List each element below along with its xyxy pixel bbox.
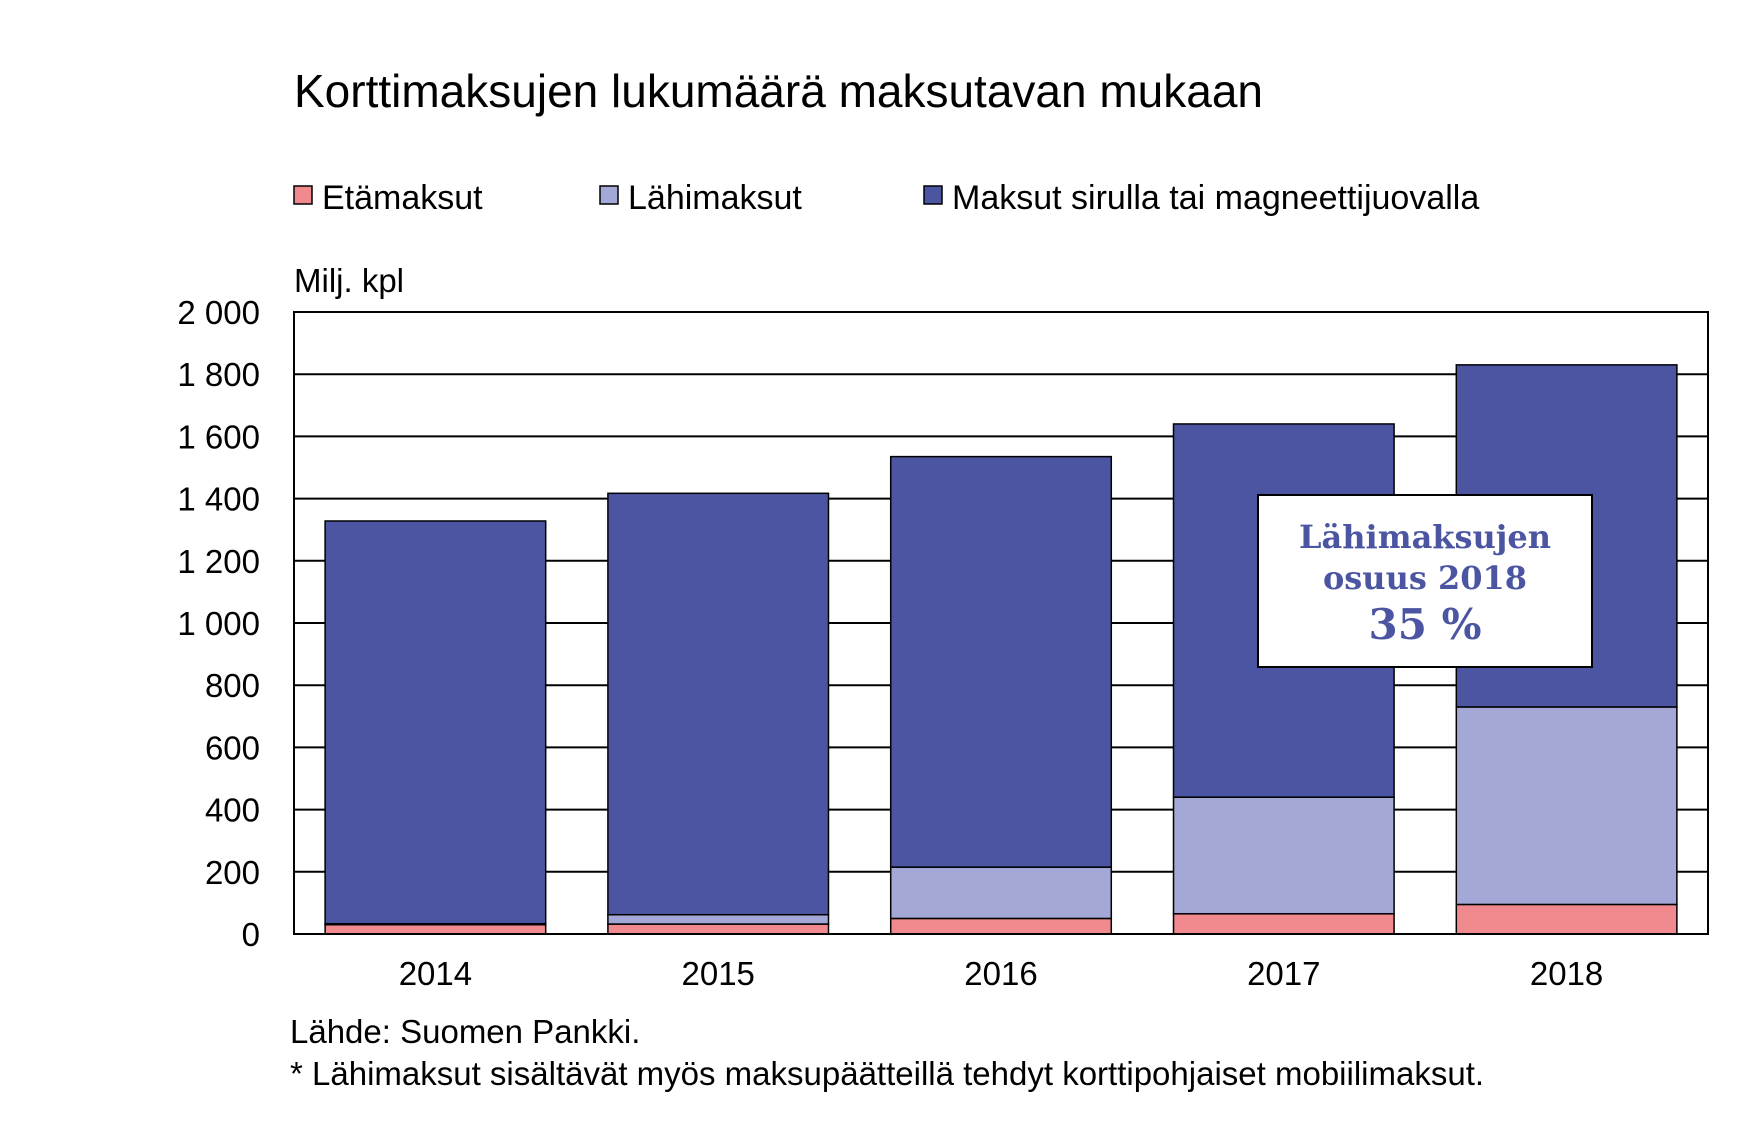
- annotation-line-1: Lähimaksujen: [1299, 518, 1551, 556]
- footnote: * Lähimaksut sisältävät myös maksupäätte…: [290, 1055, 1484, 1092]
- chart-title: Korttimaksujen lukumäärä maksutavan muka…: [294, 65, 1263, 117]
- legend-label: Maksut sirulla tai magneettijuovalla: [952, 179, 1479, 217]
- y-tick-label: 0: [242, 916, 260, 953]
- y-tick-label: 1 600: [177, 418, 260, 455]
- bar-segment: [1172, 913, 1395, 935]
- y-tick-label: 600: [205, 729, 260, 766]
- legend-swatch: [599, 185, 619, 205]
- bar-segment: [324, 923, 547, 935]
- annotation-box: Lähimaksujen osuus 2018 35 %: [1257, 494, 1593, 668]
- x-tick-label: 2017: [1247, 955, 1320, 992]
- bar-segment: [889, 455, 1113, 868]
- plot-frame: [293, 311, 1709, 935]
- annotation-frame: [1257, 494, 1593, 668]
- y-tick-label: 2 000: [177, 294, 260, 331]
- y-tick-label: 1 400: [177, 481, 260, 518]
- x-tick-label: 2015: [681, 955, 754, 992]
- bar-segment: [324, 520, 547, 925]
- legend: Etämaksut Lähimaksut Maksut sirulla tai ma…: [293, 179, 1479, 217]
- source-note: Lähde: Suomen Pankki.: [290, 1013, 640, 1050]
- x-tick-label: 2016: [964, 955, 1037, 992]
- legend-label: Lähimaksut: [628, 179, 802, 217]
- y-tick-label: 1 800: [177, 356, 260, 393]
- bar-segment: [889, 866, 1113, 920]
- legend-label: Etämaksut: [322, 179, 483, 217]
- bar-segment: [607, 923, 830, 935]
- y-tick-label: 1 000: [177, 605, 260, 642]
- y-tick-label: 800: [205, 667, 260, 704]
- x-axis-ticks: 2014 2015 2016 2017 2018: [399, 955, 1604, 992]
- bar-segment: [1455, 903, 1678, 935]
- annotation-line-3: 35 %: [1369, 600, 1482, 649]
- y-tick-label: 1 200: [177, 543, 260, 580]
- annotation-line-2: osuus 2018: [1323, 559, 1527, 597]
- y-axis-ticks: 0 200 400 600 800 1 000 1 200 1 400 1 600 1 800 2 …: [177, 294, 260, 953]
- x-tick-label: 2018: [1530, 955, 1603, 992]
- y-tick-label: 200: [205, 854, 260, 891]
- bar-segment: [607, 913, 830, 925]
- y-axis-unit-label: Milj. kpl: [294, 262, 404, 299]
- bar-segment: [1172, 796, 1395, 915]
- y-tick-label: 400: [205, 792, 260, 829]
- legend-swatch: [293, 185, 313, 205]
- bar-segment: [889, 917, 1113, 935]
- x-tick-label: 2014: [399, 955, 472, 992]
- legend-swatch: [923, 185, 943, 205]
- bar-segment: [1455, 706, 1678, 906]
- bar-segment: [607, 492, 830, 916]
